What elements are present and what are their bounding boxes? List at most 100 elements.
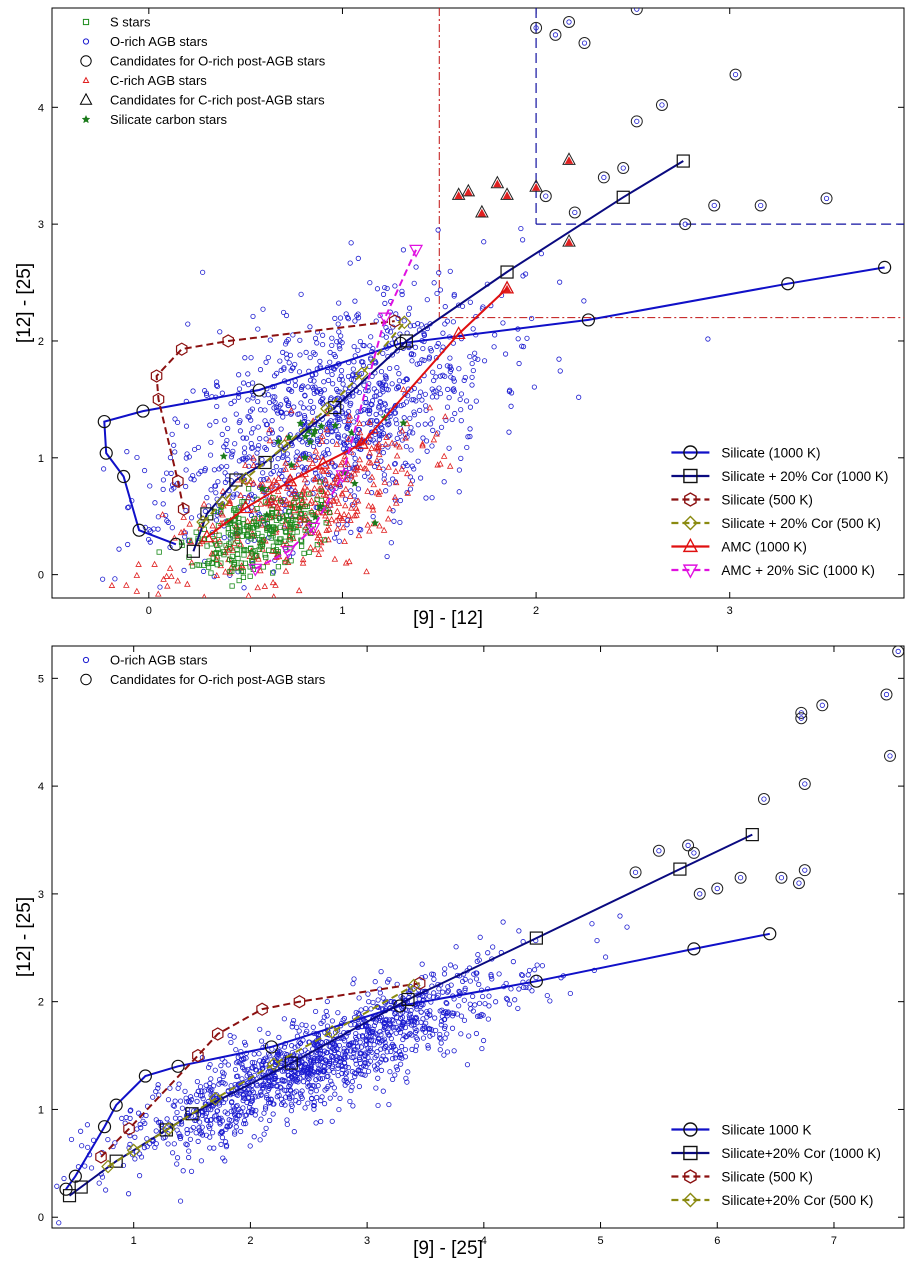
data-point <box>287 1082 293 1088</box>
post-agb-candidate <box>734 871 747 884</box>
data-point <box>336 1106 342 1113</box>
data-point <box>224 1142 230 1148</box>
data-point <box>315 1083 321 1089</box>
data-point <box>503 980 509 987</box>
data-point <box>337 461 345 468</box>
data-point <box>340 1035 347 1041</box>
data-point <box>324 516 331 523</box>
c-post-agb-candidate <box>475 204 489 218</box>
data-point <box>385 419 391 425</box>
data-point <box>266 547 272 553</box>
data-point <box>444 404 451 410</box>
data-point <box>445 386 451 392</box>
data-point <box>237 522 243 528</box>
data-point <box>206 558 212 564</box>
model-point <box>229 473 243 487</box>
data-point <box>228 539 234 545</box>
data-point <box>318 437 326 445</box>
data-point <box>258 1038 265 1044</box>
data-point <box>312 351 318 357</box>
data-point <box>183 1099 190 1105</box>
data-point <box>318 497 325 504</box>
data-point <box>516 928 522 934</box>
data-point <box>406 305 413 311</box>
data-point <box>228 1117 234 1124</box>
data-point <box>367 1058 373 1064</box>
data-point <box>407 480 414 487</box>
model-point <box>745 828 759 842</box>
data-point <box>403 443 409 450</box>
data-point <box>463 398 470 404</box>
data-point <box>408 343 414 349</box>
data-point <box>268 482 276 489</box>
data-point <box>256 546 262 552</box>
data-point <box>480 1037 487 1044</box>
data-point <box>342 496 349 502</box>
data-point <box>390 1018 396 1024</box>
data-point <box>325 377 332 383</box>
data-point <box>321 1101 328 1107</box>
data-point <box>417 1003 424 1010</box>
data-point <box>288 367 294 374</box>
data-point <box>429 386 435 392</box>
data-point <box>235 1073 241 1079</box>
data-point <box>422 974 428 980</box>
data-point <box>315 550 323 557</box>
data-point <box>538 251 545 257</box>
data-point <box>262 407 268 413</box>
data-point <box>257 484 267 493</box>
data-point <box>244 532 250 538</box>
data-point <box>366 1036 372 1042</box>
data-point <box>233 1124 239 1130</box>
data-point <box>231 492 237 498</box>
data-point <box>331 1054 337 1060</box>
data-point <box>392 499 400 506</box>
data-point <box>270 495 276 501</box>
data-point <box>257 367 264 373</box>
data-point <box>375 440 383 447</box>
data-point <box>334 339 340 345</box>
data-point <box>431 280 437 286</box>
data-point <box>444 989 451 995</box>
data-point <box>240 569 246 575</box>
model-point <box>132 523 146 537</box>
data-point <box>384 1029 391 1036</box>
data-point <box>193 529 199 535</box>
data-point <box>264 1092 270 1098</box>
data-point <box>213 490 219 496</box>
data-point <box>444 318 450 324</box>
data-point <box>331 492 338 498</box>
data-point <box>378 1032 384 1038</box>
data-point <box>266 437 274 444</box>
data-point <box>311 1069 317 1075</box>
data-point <box>257 500 265 507</box>
data-point <box>419 357 425 363</box>
data-point <box>217 550 223 556</box>
c-post-agb-candidate <box>451 187 466 200</box>
data-point <box>262 418 268 424</box>
data-point <box>313 1088 319 1094</box>
data-point <box>200 568 207 574</box>
data-point <box>315 389 321 395</box>
data-point <box>245 533 251 540</box>
data-point <box>280 414 286 420</box>
data-point <box>441 971 448 977</box>
data-point <box>365 1027 371 1033</box>
data-point <box>572 209 578 216</box>
post-agb-candidate <box>693 887 706 900</box>
data-point <box>276 1092 282 1098</box>
data-point <box>243 1042 249 1048</box>
data-point <box>302 523 310 530</box>
data-point <box>278 498 284 504</box>
data-point <box>366 439 372 445</box>
data-point <box>183 507 189 514</box>
data-point <box>388 1035 394 1042</box>
data-point <box>305 1100 311 1106</box>
data-point <box>250 479 257 486</box>
data-point <box>357 1056 363 1063</box>
data-point <box>317 479 323 485</box>
data-point <box>250 426 256 432</box>
data-point <box>227 1122 233 1129</box>
data-point <box>317 1062 323 1068</box>
data-point <box>366 449 374 456</box>
